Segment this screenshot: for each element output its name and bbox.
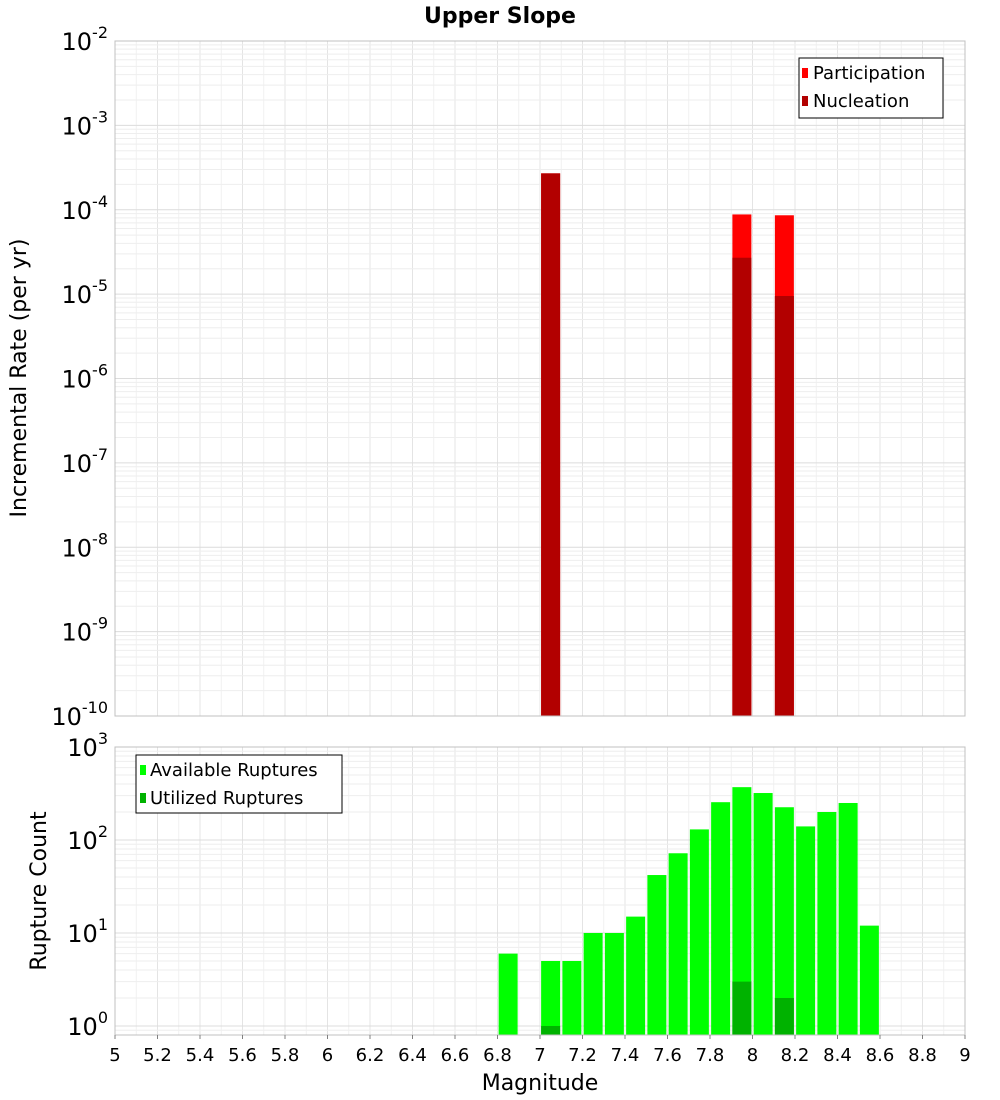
bottom-legend-box (135, 754, 343, 814)
x-tick-label: 8.4 (823, 1045, 852, 1066)
y-tick-label: 103 (67, 729, 108, 762)
top-legend-box (798, 57, 944, 119)
available-ruptures-bar (626, 916, 646, 1035)
top-y-axis-label: Incremental Rate (per yr) (7, 239, 32, 518)
nucleation-bar (774, 296, 794, 716)
utilized-legend-label: Utilized Ruptures (150, 788, 303, 809)
x-tick-label: 7 (534, 1045, 545, 1066)
x-tick-label: 6.2 (356, 1045, 385, 1066)
y-tick-label: 10-7 (62, 445, 109, 478)
available-ruptures-bar (498, 953, 518, 1035)
x-axis-label: Magnitude (482, 1071, 599, 1096)
x-tick-label: 7.4 (611, 1045, 640, 1066)
y-tick-label: 10-2 (62, 23, 109, 56)
top-plot-border (114, 40, 966, 717)
bottom-legend: Available Ruptures Utilized Ruptures (135, 754, 343, 814)
participation-legend-swatch (802, 68, 808, 78)
y-tick-label: 10-3 (62, 107, 109, 140)
available-legend-swatch (140, 765, 146, 775)
available-ruptures-bar (859, 925, 879, 1035)
y-tick-label: 101 (67, 915, 108, 948)
available-ruptures-bar (817, 812, 837, 1035)
bottom-y-tick-labels: 103 102 101 100 (67, 729, 108, 1041)
x-tick-label: 5.8 (271, 1045, 300, 1066)
x-tick-label: 6 (322, 1045, 333, 1066)
available-legend-label: Available Ruptures (150, 760, 318, 781)
available-ruptures-bar (668, 853, 688, 1035)
x-tick-label: 5 (109, 1045, 120, 1066)
available-ruptures-bar (583, 932, 603, 1035)
utilized-legend-swatch (140, 793, 146, 803)
available-ruptures-bar (562, 960, 582, 1035)
y-tick-label: 10-9 (62, 614, 109, 647)
x-tick-label: 7.2 (568, 1045, 597, 1066)
y-tick-label: 10-6 (62, 361, 109, 394)
x-tick-label: 8.8 (908, 1045, 937, 1066)
available-ruptures-bar (604, 932, 624, 1035)
y-tick-label: 102 (67, 822, 108, 855)
bottom-y-axis-label: Rupture Count (27, 811, 52, 971)
available-ruptures-bar (796, 826, 816, 1035)
x-tick-label: 8.6 (866, 1045, 895, 1066)
top-bars (541, 173, 794, 717)
available-ruptures-bar (753, 793, 773, 1035)
top-legend: Participation Nucleation (798, 57, 944, 119)
available-ruptures-bar (689, 829, 709, 1035)
nucleation-legend-label: Nucleation (813, 91, 909, 112)
x-tick-label: 8.2 (781, 1045, 810, 1066)
bottom-panel: 103 102 101 100 5 5.2 5.4 5.6 5.8 6 6.2 6.4 6.6 6.8 7… (27, 729, 971, 1096)
y-tick-label: 10-10 (51, 698, 108, 731)
x-tick-labels: 5 5.2 5.4 5.6 5.8 6 6.2 6.4 6.6 6.8 7 7.2 7.4 7.6 7.8 8… (109, 1035, 971, 1066)
y-tick-label: 10-8 (62, 529, 109, 562)
x-tick-label: 5.4 (186, 1045, 215, 1066)
nucleation-bar (732, 257, 752, 716)
utilized-ruptures-bar (774, 997, 794, 1035)
utilized-ruptures-bar (732, 981, 752, 1035)
participation-legend-label: Participation (813, 63, 925, 84)
available-ruptures-bar (647, 875, 667, 1035)
nucleation-legend-swatch (802, 96, 808, 106)
x-tick-label: 5.6 (228, 1045, 257, 1066)
x-tick-label: 6.6 (441, 1045, 470, 1066)
utilized-ruptures-bar (541, 1025, 561, 1035)
x-tick-label: 7.8 (696, 1045, 725, 1066)
y-tick-label: 10-4 (62, 192, 109, 225)
available-ruptures-bar (541, 960, 561, 1035)
y-tick-label: 10-5 (62, 276, 109, 309)
x-tick-label: 8 (747, 1045, 758, 1066)
x-tick-label: 7.6 (653, 1045, 682, 1066)
nucleation-bar (541, 173, 561, 716)
x-tick-label: 6.8 (483, 1045, 512, 1066)
available-ruptures-bar (711, 802, 731, 1035)
x-tick-label: 5.2 (143, 1045, 172, 1066)
available-ruptures-bar (732, 787, 752, 1035)
chart-title: Upper Slope (424, 4, 576, 29)
top-panel: 10-2 10-3 10-4 10-5 10-6 10-7 10-8 10-9 10-10 In… (7, 23, 966, 731)
x-tick-label: 6.4 (398, 1045, 427, 1066)
top-gridlines (114, 41, 966, 717)
available-ruptures-bar (838, 802, 858, 1035)
y-tick-label: 100 (67, 1008, 108, 1041)
available-ruptures-bar (774, 807, 794, 1035)
x-tick-label: 9 (959, 1045, 970, 1066)
bottom-bars (498, 787, 879, 1035)
top-y-tick-labels: 10-2 10-3 10-4 10-5 10-6 10-7 10-8 10-9 10-10 (51, 23, 108, 731)
